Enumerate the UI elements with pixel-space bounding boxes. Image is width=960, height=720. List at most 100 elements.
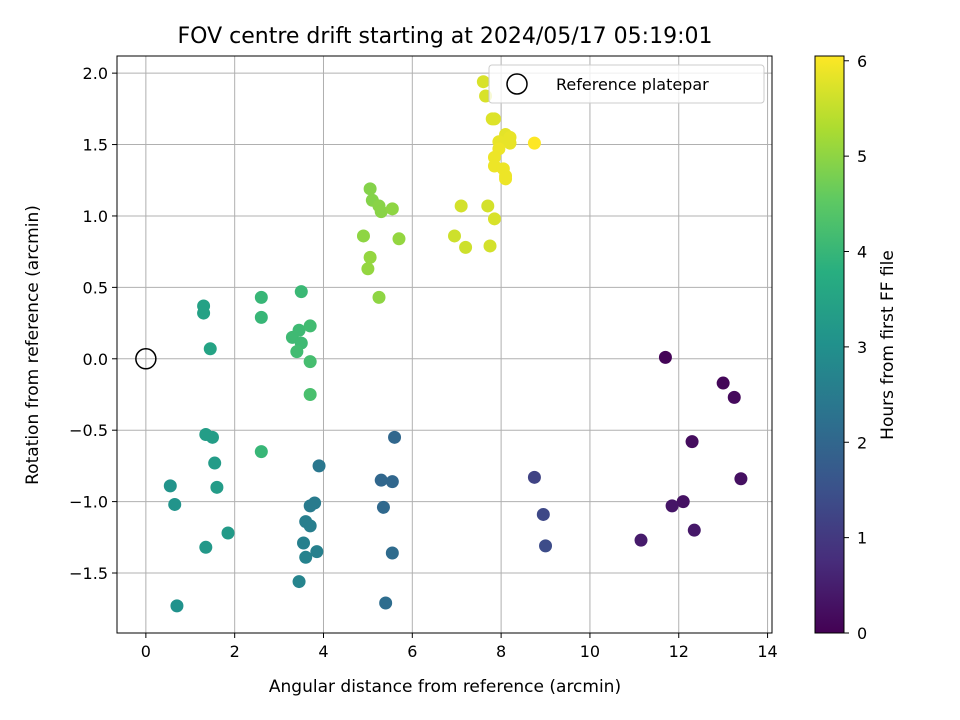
chart-title: FOV centre drift starting at 2024/05/17 … [178,24,713,49]
colorbar-tick-label: 2 [857,433,867,452]
x-tick-label: 0 [141,642,151,661]
data-point [208,456,222,470]
data-point [294,285,308,299]
data-point [385,202,399,216]
data-point [487,112,501,126]
data-point [665,499,679,513]
data-point [163,479,177,493]
data-point [374,473,388,487]
data-point [221,526,235,540]
data-point [734,472,748,486]
colorbar-tick-label: 5 [857,147,867,166]
data-point [303,355,317,369]
colorbar-tick-label: 6 [857,52,867,71]
y-tick-label: 1.5 [83,136,108,155]
x-axis-ticks: 0 2 4 6 8 10 12 14 [141,633,778,661]
colorbar-frame [814,55,845,634]
data-point [476,75,490,89]
plot-frame [116,55,773,634]
y-axis-ticks: −1.5 −1.0 −0.5 0.0 0.5 1.0 1.5 2.0 [69,64,117,583]
data-point [374,205,388,219]
data-point [385,475,399,489]
data-point [363,182,377,196]
data-point [203,342,217,356]
colorbar-tick-label: 1 [857,529,867,548]
data-point [487,212,501,226]
data-point [292,575,306,589]
data-point [447,229,461,243]
plot-area [117,56,772,633]
data-point [297,536,311,550]
legend-marker [506,73,528,95]
y-tick-label: −1.5 [69,564,108,583]
data-point [303,499,317,513]
data-point [290,345,304,359]
data-point [197,306,211,320]
grid-lines [117,56,772,633]
data-point [361,262,375,276]
colorbar-tick-label: 4 [857,243,867,262]
colorbar-ticks: 0 1 2 3 4 5 6 [844,52,867,643]
y-tick-label: 0.5 [83,278,108,297]
data-point [527,136,541,150]
data-point [168,497,182,511]
colorbar-label: Hours from first FF file [878,250,898,440]
data-point [372,290,386,304]
data-point [210,480,224,494]
data-point [727,390,741,404]
y-tick-label: 1.0 [83,207,108,226]
data-point [539,539,553,553]
data-point [459,240,473,254]
x-tick-label: 14 [757,642,777,661]
data-point [363,250,377,264]
data-point [454,199,468,213]
data-point [716,376,730,390]
data-point [254,445,268,459]
data-point [379,596,393,610]
data-point [199,540,213,554]
data-point [527,470,541,484]
data-point [685,435,699,449]
data-point [254,290,268,304]
x-axis-label: Angular distance from reference (arcmin) [269,677,621,697]
y-tick-label: 2.0 [83,64,108,83]
reference-marker [135,348,157,370]
legend-label: Reference platepar [556,75,709,94]
data-point [254,310,268,324]
x-tick-label: 6 [407,642,417,661]
data-point [310,545,324,559]
data-point [634,533,648,547]
data-point [536,507,550,521]
data-point [205,430,219,444]
data-point [499,172,513,186]
data-point [292,323,306,337]
data-point [392,232,406,246]
colorbar-tick-label: 0 [857,624,867,643]
colorbar-gradient [815,56,844,633]
data-point [303,519,317,533]
legend-box [488,64,765,104]
colorbar: 0 1 2 3 4 5 6 Hours from first FF file [814,52,898,643]
x-tick-label: 2 [230,642,240,661]
data-point [170,599,184,613]
data-point [303,387,317,401]
data-point [312,459,326,473]
data-point [503,136,517,150]
colorbar-tick-label: 3 [857,338,867,357]
data-point [299,550,313,564]
x-tick-label: 10 [580,642,600,661]
y-tick-label: −0.5 [69,421,108,440]
y-tick-label: 0.0 [83,350,108,369]
data-point [356,229,370,243]
data-point [687,523,701,537]
x-tick-label: 12 [669,642,689,661]
data-point [481,199,495,213]
y-tick-label: −1.0 [69,493,108,512]
legend: Reference platepar [488,64,765,104]
data-point [388,430,402,444]
data-point [385,546,399,560]
data-point [676,495,690,509]
data-point [303,319,317,333]
y-axis-label: Rotation from reference (arcmin) [23,205,43,485]
